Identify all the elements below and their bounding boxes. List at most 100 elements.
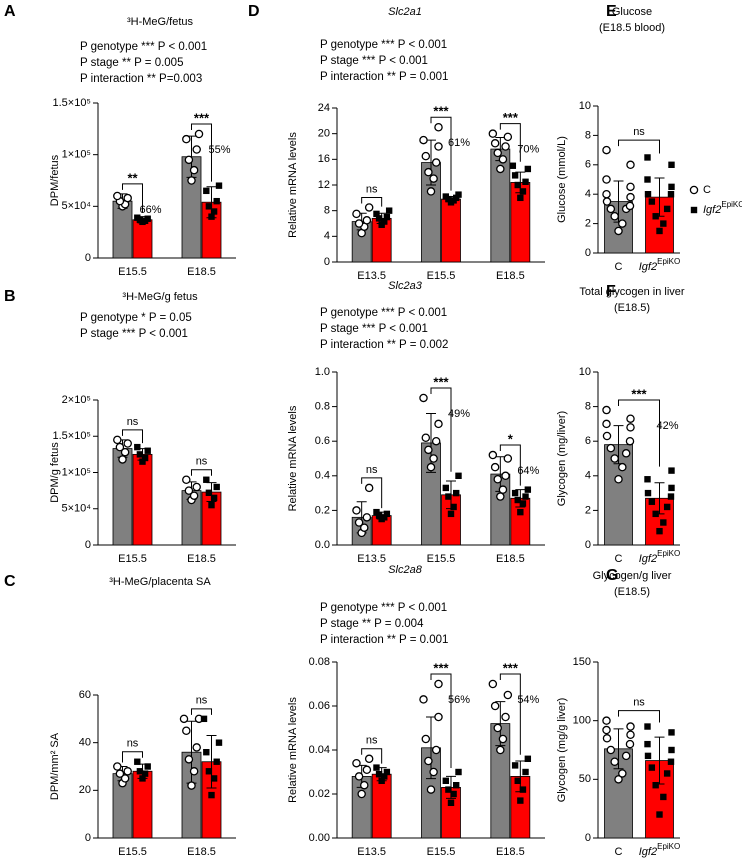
- stat-text: P genotype * P = 0.05: [80, 312, 192, 324]
- data-point: [602, 431, 612, 441]
- percent-label: 54%: [517, 694, 539, 706]
- data-point: [503, 132, 513, 142]
- x-tick-label: E18.5: [187, 846, 216, 858]
- data-point: [445, 493, 452, 500]
- data-point: [136, 451, 144, 458]
- y-tick-label: 10: [579, 100, 591, 112]
- data-point: [189, 767, 199, 776]
- data-point: [354, 772, 364, 781]
- data-point: [453, 782, 460, 789]
- significance-label: ***: [433, 660, 449, 675]
- data-point: [602, 197, 612, 206]
- x-tick-label-sup: EpiKO: [657, 549, 680, 558]
- percent-label: 61%: [448, 137, 470, 149]
- y-tick-label: 2: [585, 504, 591, 516]
- data-point: [606, 745, 616, 755]
- data-point: [373, 210, 380, 218]
- data-point: [373, 764, 380, 771]
- data-point: [511, 172, 519, 179]
- data-point: [618, 769, 627, 778]
- x-tick-label: Igf2EpiKO: [639, 257, 680, 273]
- y-tick-label: 2: [585, 218, 591, 230]
- data-point: [139, 458, 146, 465]
- data-point: [123, 439, 132, 448]
- y-tick-label: 10: [579, 366, 591, 378]
- data-point: [602, 405, 611, 415]
- y-tick-label: 8: [324, 205, 330, 217]
- significance-bracket: [430, 387, 452, 472]
- data-point: [431, 436, 441, 446]
- data-point: [200, 715, 208, 723]
- data-point: [205, 768, 213, 775]
- data-point: [385, 207, 393, 214]
- data-point: [192, 482, 201, 492]
- data-point: [187, 781, 196, 790]
- data-point: [455, 472, 462, 479]
- data-point: [426, 462, 436, 472]
- significance-label: ns: [366, 464, 378, 476]
- y-tick-label: 150: [573, 656, 591, 668]
- significance-label: ***: [194, 110, 210, 125]
- y-tick-label: 24: [318, 102, 330, 114]
- data-point: [184, 486, 194, 495]
- chart-title: Slc2a8: [388, 564, 423, 576]
- data-point: [364, 754, 374, 764]
- data-point: [383, 213, 391, 221]
- y-tick-label: 0.00: [309, 832, 330, 844]
- data-point: [113, 435, 122, 445]
- data-point: [210, 494, 218, 502]
- data-point: [488, 679, 498, 689]
- data-point: [668, 183, 675, 191]
- data-point: [501, 471, 510, 481]
- x-tick-label-main: Igf2: [639, 846, 657, 858]
- panel-letter: F: [606, 283, 616, 300]
- y-tick-label: 60: [79, 689, 91, 701]
- stat-text: P genotype *** P < 0.001: [320, 39, 447, 51]
- chart-subtitle: (E18.5): [614, 302, 650, 314]
- data-point: [115, 442, 125, 452]
- significance-bracket: [618, 399, 660, 467]
- data-point: [668, 484, 675, 492]
- y-tick-label: 1.5×10⁵: [52, 97, 91, 109]
- y-tick-label: 40: [79, 737, 91, 749]
- x-tick-label: E18.5: [496, 270, 525, 282]
- data-point: [602, 734, 612, 743]
- data-point: [134, 443, 141, 451]
- y-tick-label: 1.5×10⁵: [52, 430, 91, 442]
- significance-label: ***: [631, 386, 647, 401]
- data-point: [602, 175, 611, 184]
- x-tick-label: C: [615, 261, 623, 273]
- data-point: [602, 189, 611, 199]
- data-point: [447, 799, 455, 806]
- x-tick-label: E13.5: [357, 846, 386, 858]
- data-point: [644, 176, 651, 183]
- data-point: [618, 462, 627, 472]
- significance-bracket: [430, 673, 452, 768]
- data-point: [498, 155, 508, 164]
- data-point: [517, 508, 524, 516]
- data-point: [189, 165, 199, 175]
- significance-label: ns: [366, 735, 378, 747]
- data-point: [144, 763, 151, 770]
- data-point: [660, 793, 667, 801]
- chart-title: Glycogen/g liver: [593, 570, 672, 582]
- data-point: [113, 191, 122, 201]
- data-point: [668, 746, 675, 754]
- data-point: [501, 712, 510, 722]
- data-point: [524, 486, 532, 493]
- y-tick-label: 0.06: [309, 700, 330, 712]
- data-point: [354, 219, 364, 228]
- data-point: [663, 770, 671, 777]
- y-tick-label: 20: [79, 784, 91, 796]
- y-tick-label: 0: [324, 256, 330, 268]
- y-axis-label: Glycogen (mg/g liver): [556, 698, 568, 803]
- x-tick-label: Igf2EpiKO: [639, 549, 680, 565]
- x-tick-label-main: C: [615, 846, 623, 858]
- data-point: [450, 790, 457, 798]
- legend-label: C: [703, 184, 711, 196]
- data-point: [192, 145, 201, 154]
- significance-label: ns: [196, 695, 208, 707]
- stat-text: P stage *** P < 0.001: [320, 323, 428, 335]
- stat-text: P genotype *** P < 0.001: [320, 602, 447, 614]
